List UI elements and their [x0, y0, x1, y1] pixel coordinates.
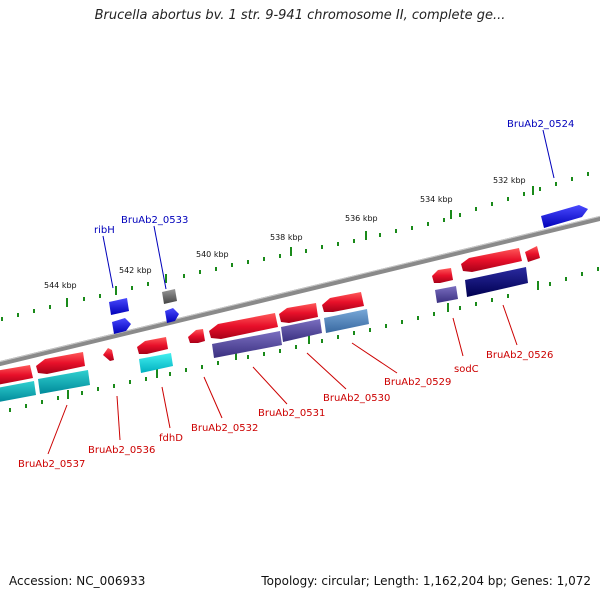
gene-bruab2-0530-cds[interactable] — [281, 319, 322, 342]
gene-label-bruab2-0532[interactable]: BruAb2_0532 — [191, 423, 258, 434]
kbp-label-544: 544 kbp — [44, 281, 77, 290]
gene-bruab2-0532-gene[interactable] — [188, 329, 205, 343]
outer-major-ticks — [66, 186, 534, 307]
leader-lines — [47, 129, 555, 455]
gene-bruab2-0536-gene[interactable] — [103, 348, 114, 361]
map-title: Brucella abortus bv. 1 str. 9-941 chromo… — [94, 8, 506, 23]
gene-label-bruab2-0537[interactable]: BruAb2_0537 — [18, 459, 85, 470]
kbp-label-534: 534 kbp — [420, 195, 453, 204]
gene-bruab2-0537b-cds[interactable] — [0, 381, 36, 402]
gene-bruab2-0531-cds[interactable] — [212, 331, 282, 358]
gene-ribh-cds[interactable] — [109, 298, 129, 315]
gene-label-bruab2-0531[interactable]: BruAb2_0531 — [258, 408, 325, 419]
gene-sodc-cds[interactable] — [435, 286, 458, 303]
forward-genes — [109, 205, 588, 334]
chromosome-backbone-highlight — [0, 215, 600, 363]
kbp-label-542: 542 kbp — [119, 266, 152, 275]
gene-bruab2-0526-cds[interactable] — [465, 267, 528, 297]
topology-summary: Topology: circular; Length: 1,162,204 bp… — [261, 574, 591, 588]
gene-bruab2-0533-cds[interactable] — [162, 289, 177, 304]
accession-label: Accession: NC_006933 — [9, 574, 146, 588]
kbp-label-532: 532 kbp — [493, 176, 526, 185]
gene-bruab2-0537-gene[interactable] — [36, 352, 85, 374]
gene-bruab2-0526b[interactable] — [525, 246, 540, 262]
outer-tick-ring — [1, 172, 589, 321]
gene-label-ribh[interactable]: ribH — [94, 225, 115, 236]
gene-bruab2-0529-cds[interactable] — [324, 309, 369, 333]
gene-bruab2-0526-gene[interactable] — [461, 248, 522, 272]
kbp-label-540: 540 kbp — [196, 250, 229, 259]
gene-fdhd-gene[interactable] — [137, 337, 168, 354]
gene-bruab2-0537b-gene[interactable] — [0, 365, 33, 385]
chromosome-backbone — [0, 215, 600, 367]
reverse-genes — [0, 246, 540, 402]
gene-label-bruab2-0524[interactable]: BruAb2_0524 — [507, 119, 574, 130]
gene-label-bruab2-0526[interactable]: BruAb2_0526 — [486, 350, 553, 361]
gene-fdhd-cds[interactable] — [139, 353, 173, 373]
kbp-label-536: 536 kbp — [345, 214, 378, 223]
gene-label-sodc[interactable]: sodC — [454, 364, 479, 375]
inner-major-ticks — [67, 281, 539, 399]
gene-bruab2-0537-cds[interactable] — [38, 370, 90, 394]
gene-label-bruab2-0529[interactable]: BruAb2_0529 — [384, 377, 451, 388]
gene-sodc-gene[interactable] — [432, 268, 453, 283]
gene-label-bruab2-0536[interactable]: BruAb2_0536 — [88, 445, 155, 456]
gene-bruab2-0530-gene[interactable] — [279, 303, 318, 323]
gene-bruab2-0533-gene[interactable] — [165, 308, 179, 323]
gene-label-bruab2-0533[interactable]: BruAb2_0533 — [121, 215, 188, 226]
gene-label-fdhd[interactable]: fdhD — [159, 433, 183, 444]
gene-bruab2-0529-gene[interactable] — [322, 292, 364, 312]
gene-ribh-gene[interactable] — [112, 318, 131, 334]
gene-bruab2-0524-cds[interactable] — [541, 205, 588, 228]
kbp-label-538: 538 kbp — [270, 233, 303, 242]
gene-label-bruab2-0530[interactable]: BruAb2_0530 — [323, 393, 390, 404]
inner-tick-ring — [9, 267, 599, 412]
gene-bruab2-0531-gene[interactable] — [209, 313, 278, 339]
